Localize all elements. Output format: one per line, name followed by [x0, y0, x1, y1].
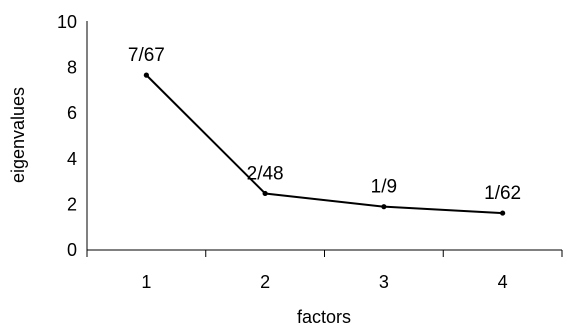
x-axis-ticks: 1 2 3 4 [86, 250, 563, 292]
data-labels: 7/67 2/48 1/9 1/62 [128, 45, 521, 204]
data-label: 2/48 [247, 163, 284, 184]
y-axis-ticks: 0 2 4 6 8 10 [57, 12, 77, 260]
y-tick-label: 6 [67, 103, 77, 123]
series-group [143, 72, 506, 216]
series-line [145, 74, 503, 215]
x-tick-label: 4 [498, 272, 508, 292]
data-point [381, 204, 387, 210]
data-point [262, 190, 268, 197]
y-tick-label: 10 [57, 12, 77, 32]
x-tick-label: 2 [260, 272, 270, 292]
data-label: 1/9 [371, 177, 397, 198]
x-tick-label: 3 [379, 272, 389, 292]
y-tick-label: 8 [67, 58, 77, 78]
y-axis-title: eigenvalues [8, 87, 28, 183]
y-tick-label: 2 [67, 194, 77, 214]
data-point [143, 72, 149, 78]
y-tick-label: 4 [67, 149, 77, 169]
y-tick-label: 0 [67, 240, 77, 260]
data-point [500, 210, 506, 216]
data-label: 1/62 [484, 183, 521, 204]
x-axis-title: factors [297, 307, 351, 327]
x-tick-label: 1 [141, 272, 151, 292]
data-label: 7/67 [128, 45, 165, 66]
